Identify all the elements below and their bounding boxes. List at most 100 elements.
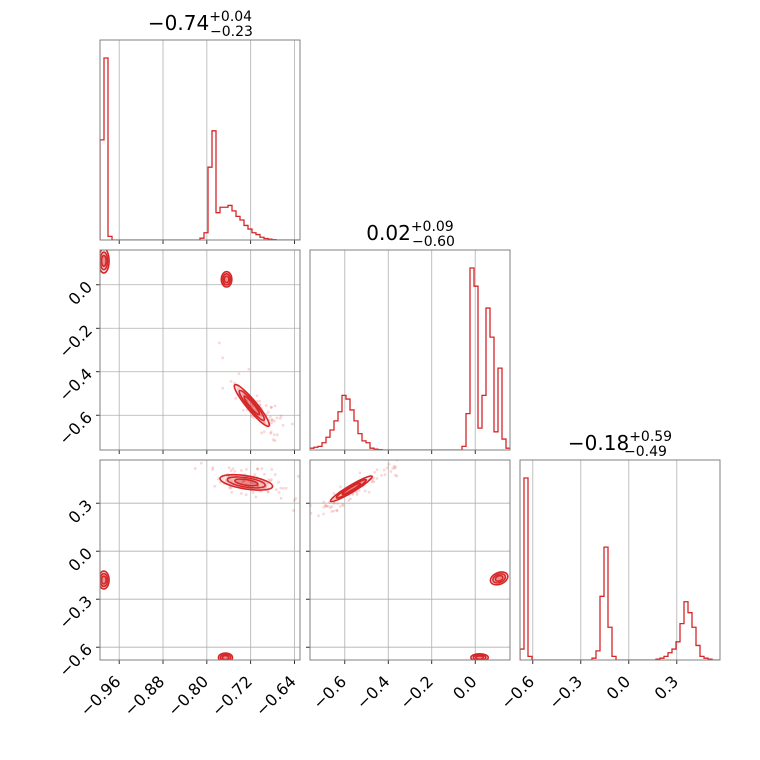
scatter-point bbox=[322, 512, 325, 516]
scatter-point bbox=[324, 505, 328, 509]
scatter-point bbox=[339, 485, 342, 489]
scatter-point bbox=[310, 511, 313, 515]
title-param-3-minus: −0.49 bbox=[624, 444, 667, 460]
scatter-point bbox=[332, 509, 336, 513]
contour-level bbox=[238, 389, 266, 422]
scatter-point bbox=[269, 478, 273, 481]
grid-lines bbox=[100, 250, 300, 450]
scatter-point bbox=[278, 416, 282, 420]
contour-level bbox=[223, 275, 230, 284]
scatter-point bbox=[199, 461, 203, 465]
scatter-point bbox=[236, 387, 240, 391]
y-tick-label: −0.6 bbox=[55, 640, 96, 681]
panel-frame bbox=[99, 459, 301, 661]
scatter-point bbox=[258, 403, 262, 407]
scatter-point bbox=[393, 473, 397, 477]
scatter-point bbox=[231, 467, 235, 471]
scatter-point bbox=[256, 467, 260, 471]
scatter-point bbox=[284, 486, 288, 490]
panels: −0.6 −0.3 0.0 0.30.0−0.2−0.4−0.6−0.96−0.88−… bbox=[55, 39, 721, 720]
scatter-point bbox=[385, 466, 389, 470]
scatter-point bbox=[217, 477, 220, 481]
scatter-point bbox=[357, 488, 361, 492]
contour-level bbox=[233, 478, 259, 487]
panel-frame bbox=[309, 249, 511, 451]
scatter-point bbox=[241, 480, 245, 483]
panel-2-0: −0.96−0.88−0.80−0.72−0.64 0.3 0.0 −0.3 −0.6 bbox=[55, 459, 309, 720]
x-tick-label: −0.80 bbox=[164, 672, 212, 720]
scatter-point bbox=[355, 490, 359, 494]
scatter-point bbox=[228, 486, 231, 490]
grid-lines bbox=[344, 250, 476, 450]
scatter-point bbox=[302, 512, 305, 515]
panel-frame bbox=[99, 249, 301, 451]
panel-titles: −0.74+0.04 −0.23 0.02+0.09 −0.60 −0.18+0… bbox=[148, 9, 672, 460]
contour-level bbox=[233, 383, 271, 428]
scatter-point bbox=[281, 423, 285, 427]
scatter-point bbox=[247, 367, 251, 371]
scatter-point bbox=[270, 468, 274, 471]
scatter-point bbox=[275, 416, 279, 420]
contour-level bbox=[219, 473, 274, 491]
scatter-point bbox=[375, 477, 379, 480]
scatter-point bbox=[380, 474, 383, 477]
x-tick-label: 0.0 bbox=[603, 672, 634, 703]
grid-lines bbox=[532, 460, 678, 660]
scatter-point bbox=[351, 492, 355, 496]
scatter-point bbox=[251, 491, 255, 494]
scatter-point bbox=[269, 406, 273, 409]
scatter-point bbox=[253, 473, 257, 477]
scatter-point bbox=[239, 469, 243, 472]
scatter-point bbox=[363, 489, 367, 493]
scatter-point bbox=[237, 372, 241, 376]
scatter-point bbox=[372, 476, 376, 480]
scatter-point bbox=[335, 509, 339, 513]
histogram-step-line bbox=[310, 267, 510, 450]
scatter-point bbox=[281, 486, 285, 490]
scatter-point bbox=[389, 470, 393, 473]
scatter-point bbox=[358, 471, 362, 475]
x-tick-label: −0.88 bbox=[120, 672, 168, 720]
scatter-point bbox=[306, 505, 309, 508]
scatter-point bbox=[193, 467, 197, 470]
scatter-point bbox=[271, 438, 275, 442]
scatter-point bbox=[395, 474, 399, 478]
scatter-point bbox=[290, 422, 294, 426]
scatter-point bbox=[245, 467, 248, 471]
scatter-point bbox=[229, 469, 233, 473]
scatter-point bbox=[273, 473, 277, 476]
y-tick-label: 0.3 bbox=[65, 496, 96, 527]
scatter-point bbox=[221, 356, 225, 360]
y-tick-label: 0.0 bbox=[65, 544, 96, 575]
scatter-point bbox=[287, 542, 290, 545]
scatter-point bbox=[270, 418, 274, 422]
scatter-point bbox=[265, 482, 269, 486]
x-tick-label: −0.64 bbox=[252, 672, 300, 720]
scatter-point bbox=[250, 481, 254, 485]
x-tick-label: −0.6 bbox=[309, 672, 350, 713]
scatter-point bbox=[229, 380, 233, 383]
scatter-point bbox=[336, 502, 340, 505]
scatter-point bbox=[355, 493, 359, 496]
contour-level bbox=[329, 475, 373, 503]
scatter-point bbox=[335, 508, 339, 512]
histogram-group bbox=[520, 477, 720, 660]
scatter-point bbox=[347, 499, 351, 502]
contour-level bbox=[474, 655, 485, 660]
x-tick-label: −0.4 bbox=[353, 672, 394, 713]
scatter-point bbox=[241, 408, 245, 412]
x-tick-label: 0.0 bbox=[449, 672, 480, 703]
scatter-point bbox=[292, 498, 296, 502]
scatter-point bbox=[260, 431, 264, 435]
scatter-point bbox=[317, 514, 320, 518]
scatter-point bbox=[375, 468, 379, 472]
scatter-point bbox=[301, 453, 304, 456]
histogram-group bbox=[100, 57, 300, 240]
scatter-point bbox=[221, 386, 225, 390]
scatter-point bbox=[275, 433, 279, 437]
histogram-step-line bbox=[520, 477, 720, 660]
scatter-point bbox=[264, 404, 268, 407]
scatter-point bbox=[277, 490, 281, 494]
scatter-point bbox=[294, 496, 298, 500]
